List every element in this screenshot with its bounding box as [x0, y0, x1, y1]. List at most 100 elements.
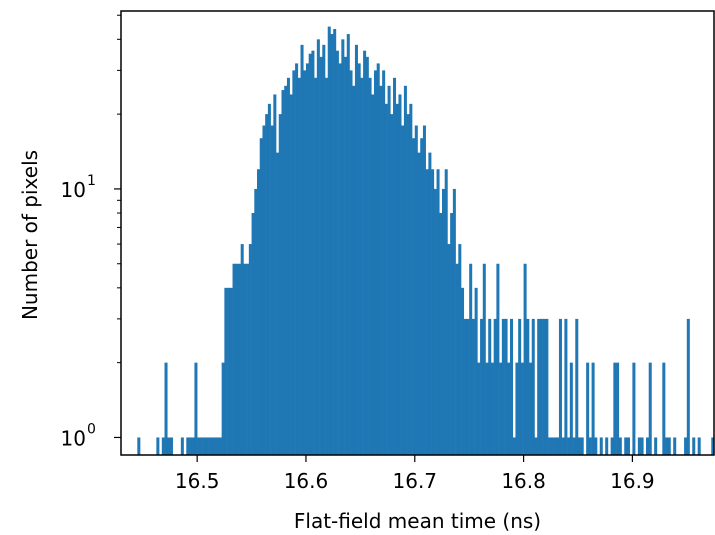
histogram-bar	[648, 362, 652, 455]
histogram-bar	[406, 114, 410, 455]
histogram-bar	[251, 213, 255, 455]
histogram-bar	[523, 263, 527, 455]
histogram-bar	[556, 437, 560, 455]
histogram-bar	[463, 318, 467, 455]
histogram-bar	[485, 362, 489, 455]
histogram-bar	[692, 437, 696, 455]
histogram-bar	[270, 125, 274, 455]
histogram-bar	[327, 26, 331, 455]
histogram-bar	[586, 362, 590, 455]
x-axis-ticks: 16.5 16.6 16.7 16.8 16.9	[175, 455, 655, 493]
histogram-bar	[156, 437, 160, 455]
histogram-bar	[548, 437, 552, 455]
histogram-bar	[330, 34, 334, 456]
histogram-bar	[314, 77, 318, 455]
histogram-bar	[501, 318, 505, 455]
y-tick-label: 10	[61, 178, 86, 202]
histogram-bar	[558, 318, 562, 455]
x-tick-label: 16.6	[284, 469, 329, 493]
histogram-bar	[518, 318, 522, 455]
histogram-bar	[412, 138, 416, 455]
histogram-bar	[376, 63, 380, 456]
histogram-bar	[284, 85, 288, 455]
histogram-bar	[257, 169, 261, 455]
histogram-bar	[610, 437, 614, 455]
histogram-bar	[169, 437, 173, 455]
histogram-bar	[569, 362, 573, 455]
y-tick-label: 10	[61, 426, 86, 450]
histogram-bar	[444, 169, 448, 455]
histogram-bar	[216, 437, 220, 455]
histogram-bar	[218, 437, 222, 455]
histogram-bar	[697, 437, 701, 455]
histogram-bar	[431, 169, 435, 455]
histogram-bar	[232, 263, 236, 455]
histogram-bar	[221, 362, 225, 455]
histogram-bar	[403, 85, 407, 455]
histogram-bar	[539, 318, 543, 455]
histogram-bar	[357, 63, 361, 456]
histogram-bar	[545, 318, 549, 455]
histogram-bar	[316, 39, 320, 455]
histogram-bar	[417, 152, 421, 455]
x-tick-label: 16.7	[393, 469, 438, 493]
histogram-bar	[493, 318, 497, 455]
histogram-bar	[210, 437, 214, 455]
histogram-bar	[237, 263, 241, 455]
y-tick-exponent: 1	[87, 173, 96, 189]
histogram-bar	[167, 437, 171, 455]
x-tick-label: 16.5	[175, 469, 220, 493]
histogram-bar	[273, 94, 277, 455]
histogram-bar	[267, 103, 271, 455]
histogram-bar	[305, 63, 309, 456]
histogram-bar	[477, 362, 481, 455]
histogram-bar	[439, 213, 443, 455]
histogram-bar	[164, 362, 168, 455]
x-tick-label: 16.8	[501, 469, 546, 493]
histogram-bar	[319, 56, 323, 456]
histogram-bar	[194, 362, 198, 455]
histogram-bar	[537, 318, 541, 455]
histogram-bar	[384, 103, 388, 455]
histogram-bar	[265, 114, 269, 455]
histogram-bar	[382, 70, 386, 456]
histogram-bar	[482, 263, 486, 455]
histogram-bar	[303, 70, 307, 456]
histogram-bar	[526, 318, 530, 455]
histogram-bar	[567, 437, 571, 455]
histogram-bar	[395, 103, 399, 455]
histogram-bar	[401, 125, 405, 455]
histogram-bar	[684, 437, 688, 455]
histogram-bar	[667, 437, 671, 455]
histogram-bar	[447, 244, 451, 455]
histogram-bar	[588, 437, 592, 455]
x-axis-label: Flat-field mean time (ns)	[294, 509, 541, 533]
histogram-bar	[529, 362, 533, 455]
histogram-bar	[254, 188, 258, 455]
histogram-bar	[365, 56, 369, 456]
histogram-bar	[295, 63, 299, 456]
histogram-bar	[436, 169, 440, 455]
histogram-bar	[580, 437, 584, 455]
histogram-bar	[458, 244, 462, 455]
y-tick-exponent: 0	[87, 421, 96, 437]
histogram-bar	[673, 437, 677, 455]
histogram-bar	[646, 437, 650, 455]
histogram-bar	[137, 437, 141, 455]
histogram-bar	[422, 125, 426, 455]
histogram-bar	[632, 362, 636, 455]
histogram-bar	[509, 318, 514, 455]
histogram-bar	[205, 437, 209, 455]
histogram-bar	[662, 362, 666, 455]
histogram-bar	[480, 318, 484, 455]
histogram-bar	[711, 437, 715, 455]
histogram-bar	[414, 125, 418, 455]
histogram-bar	[515, 362, 519, 455]
histogram-bar	[202, 437, 206, 455]
histogram-bar	[488, 318, 492, 455]
histogram-bar	[450, 213, 454, 455]
histogram-bar	[259, 138, 263, 455]
histogram-bar	[665, 437, 669, 455]
